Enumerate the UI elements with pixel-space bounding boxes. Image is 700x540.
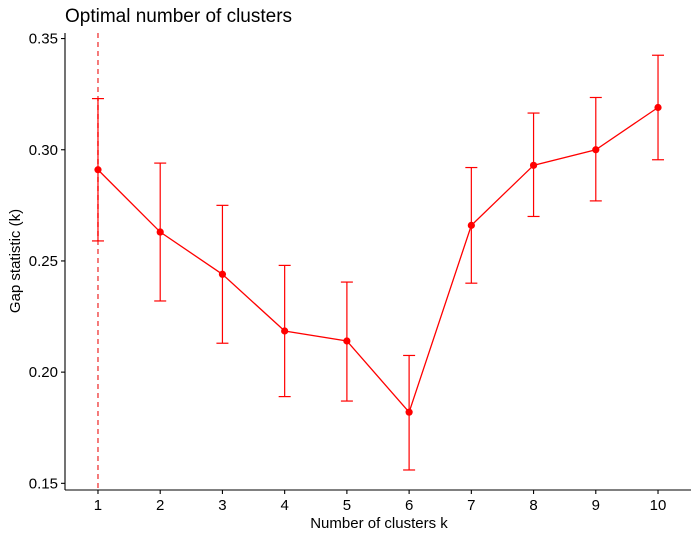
x-tick-label: 5 (343, 497, 351, 514)
x-tick-label: 2 (156, 497, 164, 514)
x-tick-label: 1 (94, 497, 102, 514)
x-tick-label: 3 (218, 497, 226, 514)
plot-area: 0.15 0.20 0.25 0.30 0.35 1 2 3 4 5 6 7 8 9 10 (29, 31, 691, 514)
y-tick-label: 0.25 (29, 253, 58, 270)
y-tick-label: 0.30 (29, 142, 58, 159)
x-tick-label: 9 (592, 497, 600, 514)
x-tick-label: 10 (650, 497, 667, 514)
y-axis-label: Gap statistic (k) (7, 209, 24, 313)
x-tick-label: 6 (405, 497, 413, 514)
data-point (405, 408, 413, 416)
data-point (467, 221, 475, 229)
data-point (592, 146, 600, 154)
data-point (218, 270, 227, 278)
x-tick-label: 4 (280, 497, 288, 514)
data-point (529, 161, 538, 169)
x-tick-label: 7 (467, 497, 475, 514)
y-tick-label: 0.15 (29, 475, 58, 492)
data-point (343, 337, 351, 345)
y-tick-label: 0.20 (29, 364, 58, 381)
data-point (654, 103, 662, 112)
series-line (97, 106, 659, 414)
x-tick-label: 8 (529, 497, 537, 514)
x-axis-label: Number of clusters k (310, 515, 448, 532)
y-tick-label: 0.35 (29, 31, 58, 48)
data-point (281, 327, 289, 335)
chart-title: Optimal number of clusters (65, 6, 292, 27)
data-point (156, 228, 164, 236)
data-point (94, 166, 102, 174)
